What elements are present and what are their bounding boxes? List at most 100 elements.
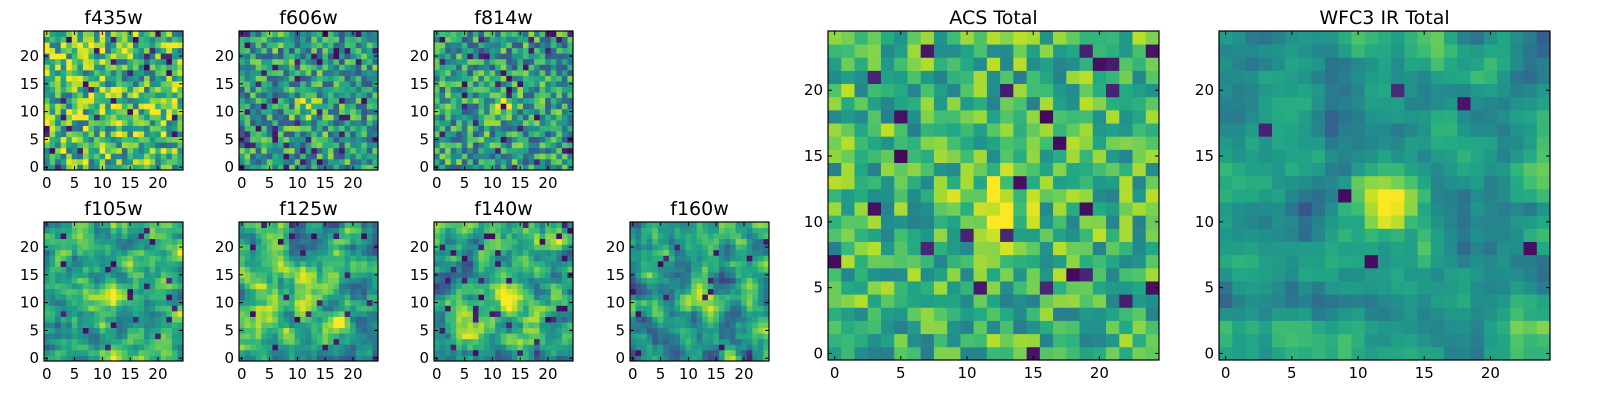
heatmap-cell: [361, 322, 368, 329]
heatmap-cell: [316, 316, 323, 323]
heatmap-cell: [506, 58, 513, 65]
heatmap-cell: [132, 327, 139, 334]
heatmap-cell: [350, 283, 357, 290]
heatmap-cell: [171, 86, 178, 93]
heatmap-cell: [691, 222, 698, 228]
heatmap-cell: [894, 162, 908, 177]
heatmap-cell: [361, 31, 368, 37]
heatmap-cell: [691, 338, 698, 345]
heatmap-cell: [495, 69, 502, 76]
heatmap-cell: [305, 266, 312, 273]
heatmap-cell: [907, 162, 922, 177]
heatmap-cell: [350, 277, 357, 284]
heatmap-cell: [668, 244, 675, 251]
heatmap-cell: [283, 147, 290, 154]
heatmap-cell: [316, 355, 323, 362]
heatmap-cell: [674, 266, 681, 273]
heatmap-cell: [646, 227, 653, 234]
heatmap-cell: [116, 58, 123, 65]
heatmap-cell: [166, 147, 173, 154]
heatmap-cell: [66, 75, 73, 82]
heatmap-cell: [495, 153, 502, 160]
heatmap-cell: [500, 266, 507, 273]
heatmap-cell: [110, 58, 117, 65]
heatmap-cell: [439, 58, 446, 65]
heatmap-cell: [160, 349, 167, 356]
heatmap-cell: [567, 92, 574, 99]
heatmap-cell: [511, 119, 518, 126]
heatmap-cell: [478, 344, 485, 351]
heatmap-cell: [450, 249, 457, 256]
heatmap-cell: [561, 47, 568, 54]
heatmap-cell: [472, 69, 479, 76]
heatmap-cell: [528, 103, 535, 110]
heatmap-cell: [177, 266, 184, 273]
heatmap-cell: [567, 69, 574, 76]
heatmap-cell: [973, 188, 988, 203]
heatmap-cell: [635, 333, 642, 340]
heatmap-cell: [66, 249, 73, 256]
heatmap-cell: [149, 75, 156, 82]
heatmap-cell: [66, 233, 73, 240]
heatmap-cell: [144, 75, 151, 82]
heatmap-cell: [339, 272, 346, 278]
y-tick-label: 5: [29, 321, 39, 339]
heatmap-cell: [434, 142, 440, 149]
heatmap-cell: [261, 136, 268, 143]
heatmap-cell: [450, 260, 457, 267]
heatmap-cell: [272, 147, 279, 154]
heatmap-cell: [305, 288, 312, 295]
heatmap-cell: [305, 97, 312, 104]
heatmap-cell: [255, 272, 262, 278]
heatmap-cell: [947, 281, 961, 295]
heatmap-cell: [567, 64, 574, 71]
heatmap-cell: [155, 97, 162, 104]
heatmap-cell: [132, 53, 139, 60]
heatmap-cell: [355, 131, 362, 138]
heatmap-cell: [261, 153, 268, 160]
heatmap-cell: [350, 64, 357, 71]
heatmap-cell: [60, 142, 67, 149]
heatmap-cell: [155, 125, 162, 132]
heatmap-cell: [110, 255, 117, 262]
heatmap-cell: [828, 346, 842, 361]
heatmap-cell: [757, 333, 764, 340]
heatmap-cell: [138, 327, 145, 334]
heatmap-cell: [82, 58, 89, 65]
heatmap-cell: [82, 158, 89, 165]
heatmap-cell: [277, 69, 284, 76]
heatmap-cell: [461, 233, 468, 240]
heatmap-cell: [283, 322, 290, 329]
heatmap-cell: [49, 316, 56, 323]
heatmap-cell: [99, 244, 106, 251]
heatmap-cell: [741, 322, 748, 329]
heatmap-cell: [641, 322, 648, 329]
heatmap-cell: [472, 97, 479, 104]
heatmap-cell: [1145, 346, 1160, 361]
heatmap-cell: [1132, 215, 1147, 229]
heatmap-cell: [160, 75, 167, 82]
heatmap-cell: [355, 344, 362, 351]
heatmap-cell: [149, 147, 156, 154]
heatmap-cell: [261, 103, 268, 110]
heatmap-cell: [255, 283, 262, 290]
heatmap-cell: [713, 349, 720, 356]
heatmap-cell: [461, 75, 468, 82]
heatmap-cell: [294, 344, 301, 351]
heatmap-cell: [522, 81, 529, 87]
heatmap-cell: [294, 238, 301, 245]
heatmap-cell: [730, 349, 737, 356]
heatmap-cell: [439, 47, 446, 54]
heatmap-cell: [366, 81, 373, 87]
heatmap-cell: [439, 31, 446, 37]
heatmap-cell: [707, 333, 714, 340]
heatmap-cell: [149, 47, 156, 54]
heatmap-cell: [60, 249, 67, 256]
heatmap-cell: [517, 260, 524, 267]
heatmap-cell: [556, 288, 563, 295]
heatmap-cell: [556, 238, 563, 245]
heatmap-cell: [986, 346, 1001, 361]
heatmap-cell: [266, 294, 273, 301]
heatmap-cell: [55, 344, 62, 351]
heatmap-cell: [707, 222, 714, 228]
